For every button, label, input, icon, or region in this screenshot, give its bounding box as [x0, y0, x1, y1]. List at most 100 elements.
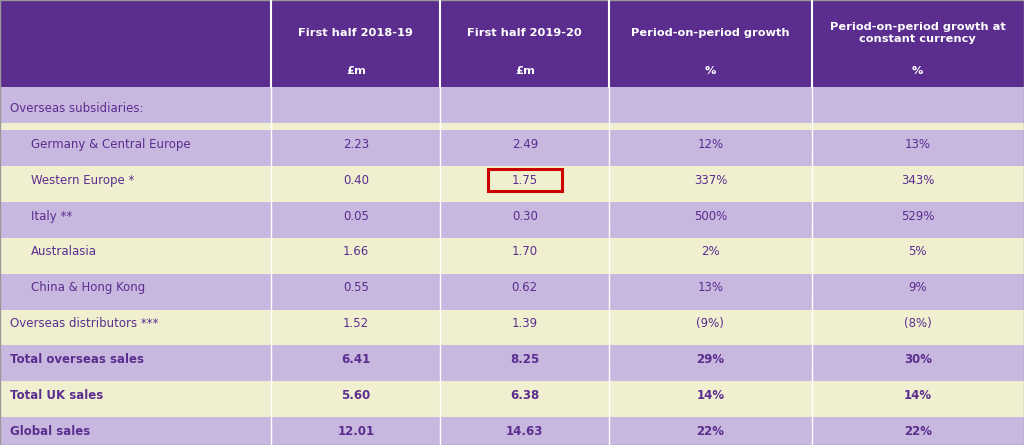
Bar: [812, 310, 1024, 337]
Text: 5%: 5%: [908, 245, 927, 259]
Text: 6.41: 6.41: [341, 353, 371, 366]
Text: 6.38: 6.38: [510, 388, 540, 402]
Bar: [609, 194, 812, 202]
Bar: [609, 266, 812, 274]
Text: Germany & Central Europe: Germany & Central Europe: [31, 138, 190, 151]
Bar: [440, 0, 609, 87]
Bar: [440, 87, 609, 95]
Bar: [488, 170, 562, 191]
Bar: [271, 95, 440, 122]
Text: 22%: 22%: [904, 425, 932, 437]
Bar: [609, 310, 812, 337]
Bar: [609, 95, 812, 122]
Bar: [0, 158, 271, 166]
Text: 12.01: 12.01: [337, 425, 375, 437]
Bar: [609, 130, 812, 158]
Text: Australasia: Australasia: [31, 245, 96, 259]
Text: (9%): (9%): [696, 317, 724, 330]
Bar: [812, 345, 1024, 373]
Text: 1.39: 1.39: [512, 317, 538, 330]
Bar: [609, 122, 812, 130]
Bar: [0, 266, 271, 274]
Bar: [440, 310, 609, 337]
Bar: [271, 337, 440, 345]
Bar: [271, 266, 440, 274]
Bar: [0, 166, 271, 194]
Bar: [271, 230, 440, 238]
Bar: [271, 238, 440, 266]
Text: Italy **: Italy **: [31, 210, 72, 222]
Bar: [440, 202, 609, 230]
Text: 529%: 529%: [901, 210, 935, 222]
Text: 0.40: 0.40: [343, 174, 369, 187]
Bar: [609, 381, 812, 409]
Bar: [0, 302, 271, 310]
Bar: [812, 337, 1024, 345]
Text: %: %: [912, 66, 924, 76]
Bar: [0, 0, 271, 87]
Bar: [271, 0, 440, 87]
Bar: [440, 166, 609, 194]
Bar: [812, 130, 1024, 158]
Bar: [271, 166, 440, 194]
Bar: [0, 274, 271, 302]
Bar: [440, 122, 609, 130]
Bar: [812, 87, 1024, 95]
Bar: [440, 158, 609, 166]
Bar: [812, 381, 1024, 409]
Bar: [812, 373, 1024, 381]
Text: 0.05: 0.05: [343, 210, 369, 222]
Bar: [271, 158, 440, 166]
Bar: [0, 95, 271, 122]
Text: %: %: [705, 66, 716, 76]
Bar: [609, 202, 812, 230]
Bar: [440, 417, 609, 445]
Bar: [271, 417, 440, 445]
Text: 12%: 12%: [697, 138, 724, 151]
Text: 14.63: 14.63: [506, 425, 544, 437]
Text: 343%: 343%: [901, 174, 935, 187]
Bar: [271, 87, 440, 95]
Text: 1.52: 1.52: [343, 317, 369, 330]
Bar: [440, 95, 609, 122]
Bar: [0, 202, 271, 230]
Bar: [271, 302, 440, 310]
Bar: [812, 194, 1024, 202]
Text: 9%: 9%: [908, 281, 927, 294]
Bar: [812, 266, 1024, 274]
Bar: [440, 194, 609, 202]
Bar: [0, 230, 271, 238]
Bar: [0, 345, 271, 373]
Bar: [0, 194, 271, 202]
Bar: [0, 337, 271, 345]
Bar: [812, 95, 1024, 122]
Text: 0.62: 0.62: [512, 281, 538, 294]
Text: 2.23: 2.23: [343, 138, 369, 151]
Text: 1.70: 1.70: [512, 245, 538, 259]
Bar: [0, 87, 271, 95]
Bar: [812, 230, 1024, 238]
Bar: [812, 122, 1024, 130]
Text: 29%: 29%: [696, 353, 724, 366]
Bar: [271, 194, 440, 202]
Text: 5.60: 5.60: [341, 388, 371, 402]
Bar: [609, 417, 812, 445]
Text: 500%: 500%: [694, 210, 727, 222]
Text: Period-on-period growth: Period-on-period growth: [631, 28, 790, 38]
Bar: [440, 230, 609, 238]
Bar: [271, 130, 440, 158]
Bar: [609, 373, 812, 381]
Bar: [609, 409, 812, 417]
Bar: [609, 238, 812, 266]
Bar: [271, 373, 440, 381]
Bar: [0, 310, 271, 337]
Bar: [440, 381, 609, 409]
Text: Western Europe *: Western Europe *: [31, 174, 134, 187]
Bar: [812, 166, 1024, 194]
Text: 22%: 22%: [696, 425, 724, 437]
Text: Total overseas sales: Total overseas sales: [10, 353, 144, 366]
Bar: [440, 238, 609, 266]
Bar: [0, 381, 271, 409]
Text: Overseas distributors ***: Overseas distributors ***: [10, 317, 159, 330]
Text: 2%: 2%: [701, 245, 720, 259]
